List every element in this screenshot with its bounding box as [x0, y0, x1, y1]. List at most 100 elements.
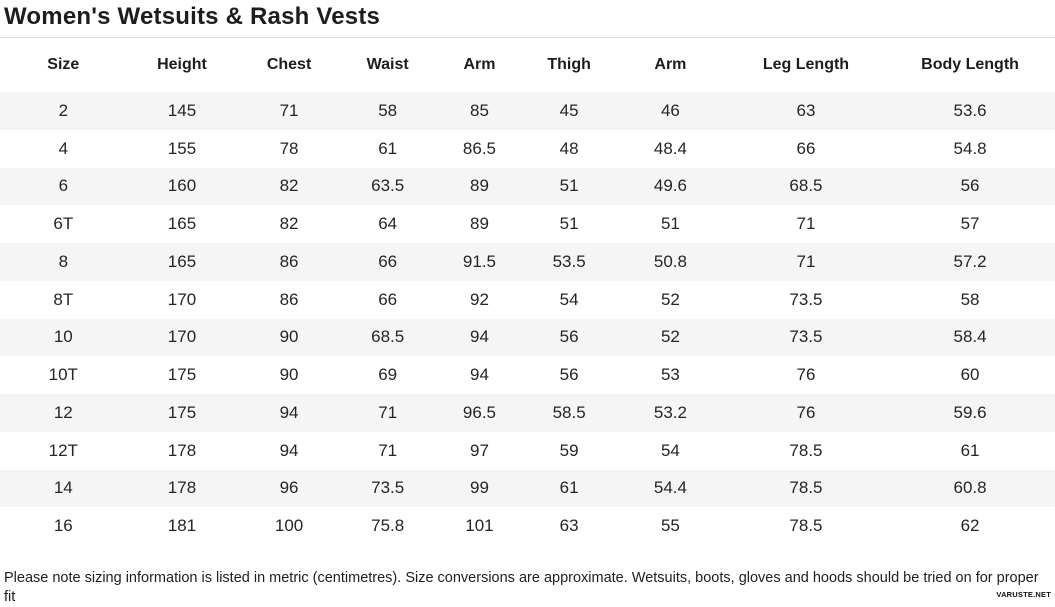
- table-cell: 100: [274, 516, 304, 536]
- table-cell: 68.5: [789, 176, 823, 196]
- table-row: 14 178 96 73.5 99 61 54.4 78.5 60.8: [0, 469, 1055, 508]
- table-cell: 63: [796, 100, 816, 120]
- table-row: 8T 170 86 66 92 54 52 73.5 58: [0, 280, 1055, 319]
- table-cell: 99: [470, 478, 489, 498]
- table-cell: 71: [378, 402, 398, 422]
- column-header: Waist: [340, 38, 435, 92]
- table-cell: 91.5: [462, 251, 496, 271]
- table-cell: 73.5: [789, 289, 823, 309]
- table-cell: 78.5: [789, 478, 823, 498]
- table-cell: 59.6: [953, 402, 987, 422]
- table-cell: 53.2: [653, 402, 687, 422]
- table-row: 4 155 78 61 86.5 48 48.4 66 54.8: [0, 129, 1055, 168]
- table-cell: 96.5: [462, 402, 496, 422]
- table-cell: 56: [960, 176, 980, 196]
- table-cell: 82: [279, 214, 299, 234]
- table-cell: 97: [470, 440, 489, 460]
- table-cell: 170: [167, 327, 197, 347]
- table-cell: 96: [279, 478, 299, 498]
- table-cell: 160: [167, 176, 197, 196]
- size-table-body: 2 145 71 58 85 45 46 63 53.6 4 155 78 61 86.5 48 48.4 66…: [0, 92, 1055, 545]
- table-cell: 76: [796, 365, 816, 385]
- table-cell: 58.4: [953, 327, 987, 347]
- table-cell: 75.8: [371, 516, 405, 536]
- table-row: 12T 178 94 71 97 59 54 78.5 61: [0, 431, 1055, 470]
- table-row: 10 170 90 68.5 94 56 52 73.5 58.4: [0, 318, 1055, 357]
- table-cell: 165: [167, 251, 197, 271]
- table-row: 10T 175 90 69 94 56 53 76 60: [0, 356, 1055, 394]
- column-header: Body Length: [885, 38, 1055, 92]
- table-cell: 48.4: [653, 138, 687, 158]
- table-cell: 49.6: [653, 176, 687, 196]
- table-cell: 68.5: [371, 327, 405, 347]
- table-cell: 155: [167, 138, 197, 158]
- size-table: Size Height Chest Waist Arm Thigh Arm Leg Lengt…: [0, 38, 1055, 545]
- table-cell: 66: [378, 289, 398, 309]
- page-title: Women's Wetsuits & Rash Vests: [4, 3, 381, 30]
- column-header: Size: [0, 38, 127, 92]
- table-cell: 50.8: [653, 251, 687, 271]
- footer-note: Please note sizing information is listed…: [4, 570, 1039, 605]
- table-cell: 69: [378, 365, 398, 385]
- table-cell: 101: [465, 516, 494, 536]
- table-cell: 58: [960, 289, 980, 309]
- table-cell: 62: [960, 516, 980, 536]
- table-cell: 181: [167, 516, 197, 536]
- table-cell: 59: [559, 440, 579, 460]
- table-cell: 63: [559, 516, 579, 536]
- table-cell: 78: [279, 138, 299, 158]
- table-cell: 92: [470, 289, 489, 309]
- table-cell: 71: [796, 214, 816, 234]
- size-table-header-row: Size Height Chest Waist Arm Thigh Arm Leg Lengt…: [0, 38, 1055, 92]
- table-cell: 78.5: [789, 516, 823, 536]
- table-cell: 12T: [48, 440, 78, 460]
- watermark: VARUSTE.NET: [996, 590, 1051, 599]
- table-cell: 145: [167, 100, 197, 120]
- table-cell: 89: [470, 176, 489, 196]
- table-cell: 54.4: [653, 478, 687, 498]
- table-cell: 2: [58, 100, 69, 120]
- table-cell: 90: [279, 365, 299, 385]
- column-header: Thigh: [524, 38, 614, 92]
- table-cell: 45: [559, 100, 579, 120]
- table-cell: 8: [58, 251, 69, 271]
- table-cell: 57.2: [953, 251, 987, 271]
- table-cell: 86: [279, 251, 299, 271]
- table-cell: 89: [470, 214, 489, 234]
- table-cell: 53.5: [552, 251, 586, 271]
- table-cell: 66: [378, 251, 398, 271]
- table-cell: 175: [167, 402, 197, 422]
- table-cell: 94: [470, 327, 489, 347]
- table-cell: 60: [960, 365, 980, 385]
- table-cell: 12: [53, 402, 73, 422]
- table-cell: 58: [378, 100, 398, 120]
- table-cell: 63.5: [371, 176, 405, 196]
- table-cell: 170: [167, 289, 197, 309]
- table-cell: 51: [559, 214, 579, 234]
- table-row: 6 160 82 63.5 89 51 49.6 68.5 56: [0, 167, 1055, 206]
- table-cell: 71: [279, 100, 299, 120]
- column-header: Arm: [613, 38, 727, 92]
- table-cell: 4: [58, 138, 69, 158]
- table-row: 8 165 86 66 91.5 53.5 50.8 71 57.2: [0, 243, 1055, 281]
- table-cell: 61: [559, 478, 579, 498]
- table-cell: 76: [796, 402, 816, 422]
- table-cell: 82: [279, 176, 299, 196]
- table-cell: 94: [470, 365, 489, 385]
- table-cell: 66: [796, 138, 816, 158]
- title-bar: Women's Wetsuits & Rash Vests: [0, 0, 1055, 38]
- table-cell: 78.5: [789, 440, 823, 460]
- table-cell: 53.6: [953, 100, 987, 120]
- table-cell: 56: [559, 365, 579, 385]
- table-row: 2 145 71 58 85 45 46 63 53.6: [0, 92, 1055, 130]
- table-cell: 10: [53, 327, 73, 347]
- table-row: 16 181 100 75.8 101 63 55 78.5 62: [0, 507, 1055, 545]
- table-cell: 175: [167, 365, 197, 385]
- table-cell: 54.8: [953, 138, 987, 158]
- table-cell: 73.5: [371, 478, 405, 498]
- table-cell: 94: [279, 402, 299, 422]
- table-cell: 64: [378, 214, 398, 234]
- table-cell: 14: [53, 478, 73, 498]
- table-cell: 61: [960, 440, 980, 460]
- table-cell: 10T: [48, 365, 78, 385]
